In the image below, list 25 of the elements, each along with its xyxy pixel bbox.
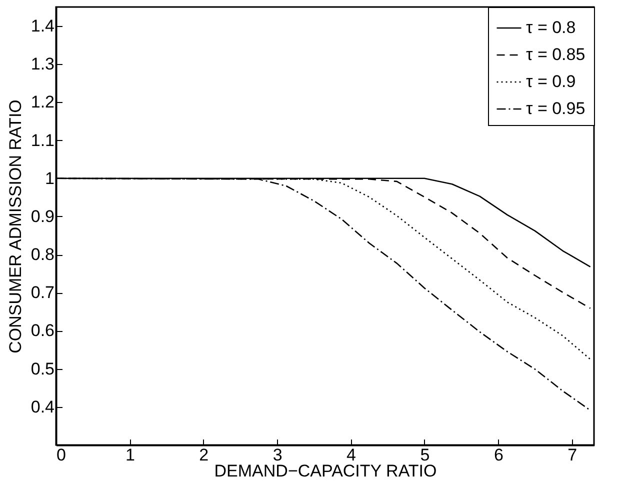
- x-axis-title: DEMAND−CAPACITY RATIO: [214, 462, 437, 480]
- y-tick-label: 1.3: [30, 54, 54, 74]
- legend-label: τ = 0.85: [526, 45, 586, 64]
- y-tick-label: 1: [45, 168, 54, 188]
- x-tick-label: 2: [199, 446, 209, 464]
- x-tick-label: 3: [272, 446, 282, 464]
- legend-label: τ = 0.9: [526, 72, 576, 91]
- x-tick-label: 4: [346, 446, 356, 464]
- y-tick-label: 0.5: [30, 359, 54, 378]
- x-tick-label: 0: [56, 446, 66, 464]
- y-tick-label: 0.7: [30, 283, 54, 302]
- x-tick-label: 7: [568, 446, 578, 464]
- y-tick-label: 1.2: [30, 92, 54, 112]
- y-tick-label: 0.8: [30, 245, 54, 264]
- x-tick-label: 6: [494, 446, 504, 464]
- y-tick-label: 1.1: [30, 130, 54, 150]
- legend-label: τ = 0.8: [526, 18, 576, 37]
- y-tick-label: 0.9: [30, 206, 54, 226]
- y-tick-label: 0.4: [30, 397, 54, 416]
- y-tick-label: 1.4: [30, 16, 54, 36]
- y-tick-label: 0.6: [30, 321, 54, 340]
- legend-label: τ = 0.95: [526, 99, 586, 118]
- y-axis-title: CONSUMER ADMISSION RATIO: [6, 100, 25, 354]
- x-tick-label: 1: [125, 446, 135, 464]
- x-tick-label: 5: [420, 446, 430, 464]
